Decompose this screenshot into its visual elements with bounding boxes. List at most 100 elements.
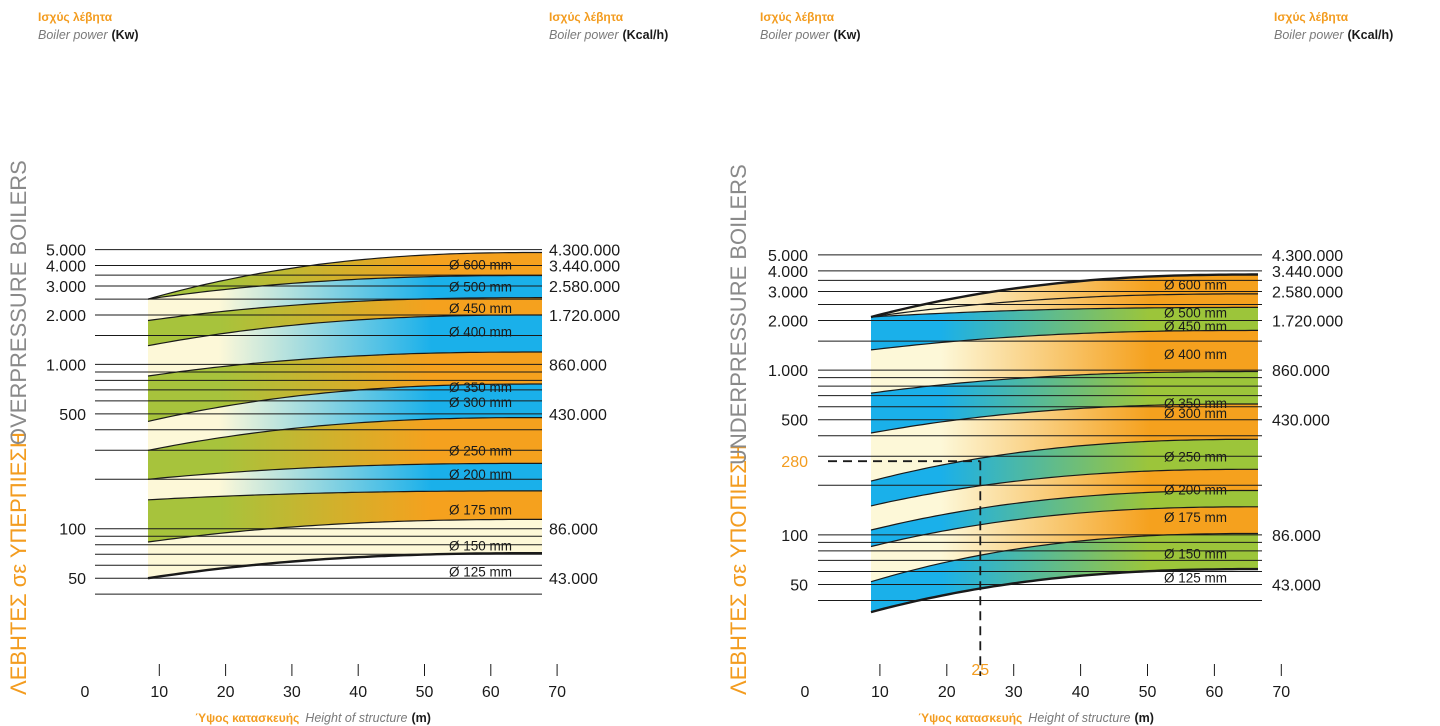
- diameter-label: Ø 400 mm: [449, 324, 512, 339]
- overpressure-x-axis: 0 10 20 30 40 50 60 70: [81, 664, 566, 701]
- boundary-curve: [870, 306, 1258, 318]
- underpressure-x-axis: 0 10 20 30 40 50 60 70: [801, 664, 1290, 701]
- kcal-tick-label: 430.000: [549, 407, 607, 424]
- band-300mm: [148, 352, 542, 422]
- kw-tick-label: 4.000: [46, 259, 86, 276]
- overpressure-curves: [147, 251, 542, 580]
- kcal-tick-label: 860.000: [1272, 363, 1330, 380]
- boundary-curve: [870, 506, 1258, 548]
- diameter-label: Ø 300 mm: [449, 395, 512, 410]
- left-axis-header-english-2: Boiler power: [760, 28, 830, 42]
- kcal-tick-label: 1.720.000: [1272, 314, 1343, 331]
- kw-tick-label: 5.000: [46, 243, 86, 260]
- x-tick-label: 40: [1072, 684, 1090, 701]
- x-tick-label: 70: [548, 684, 566, 701]
- diameter-label: Ø 350 mm: [449, 380, 512, 395]
- band-125mm: [871, 533, 1258, 613]
- right-x-axis-title-greek: Ύψος κατασκευής: [918, 711, 1022, 725]
- kw-tick-label: 4.000: [768, 264, 808, 281]
- kw-tick-label: 100: [781, 528, 808, 545]
- diameter-label: Ø 200 mm: [1164, 483, 1227, 498]
- diameter-label: Ø 200 mm: [449, 467, 512, 482]
- diameter-label: Ø 150 mm: [449, 539, 512, 554]
- right-axis-header-greek-2: Ισχύς λέβητα: [1274, 10, 1349, 24]
- kcal-tick-label: 86.000: [549, 522, 598, 539]
- boundary-curve: [870, 567, 1258, 614]
- kcal-tick-label: 2.580.000: [1272, 285, 1343, 302]
- kcal-tick-label: 860.000: [549, 357, 607, 374]
- boundary-curve: [870, 438, 1258, 482]
- boundary-curve: [870, 329, 1258, 351]
- kcal-tick-label: 430.000: [1272, 413, 1330, 430]
- kcal-tick-label: 86.000: [1272, 528, 1321, 545]
- boundary-curve: [870, 532, 1258, 583]
- band-150mm: [871, 506, 1258, 582]
- band-450mm: [871, 307, 1258, 350]
- kw-tick-label: 3.000: [46, 279, 86, 296]
- x-tick-label: 70: [1272, 684, 1290, 701]
- band-300mm: [871, 404, 1258, 482]
- left-axis-header-greek-2: Ισχύς λέβητα: [760, 10, 835, 24]
- x-tick-label: 50: [416, 684, 434, 701]
- band-600mm: [871, 274, 1258, 317]
- kcal-tick-label: 43.000: [549, 571, 598, 588]
- left-axis-header-greek: Ισχύς λέβητα: [38, 10, 113, 24]
- boundary-curve: [147, 490, 542, 501]
- kw-tick-label: 1.000: [768, 363, 808, 380]
- band-200mm: [871, 469, 1258, 530]
- diameter-label: Ø 500 mm: [449, 280, 512, 295]
- x-tick-label: 50: [1139, 684, 1157, 701]
- right-axis-header-english-2: Boiler power: [1274, 28, 1344, 42]
- diameter-label: Ø 250 mm: [1164, 449, 1227, 464]
- boundary-curve: [147, 251, 542, 300]
- band-350mm: [871, 371, 1258, 433]
- kcal-tick-label: 1.720.000: [549, 308, 620, 325]
- boundary-curve: [147, 297, 542, 322]
- boundary-curve: [147, 314, 542, 347]
- x-tick-label: 60: [482, 684, 500, 701]
- boundary-curve: [870, 273, 1258, 319]
- boundary-curve: [870, 468, 1258, 507]
- right-axis-header-english-line: Boiler power (Kcal/h): [549, 28, 668, 42]
- right-axis-header-greek: Ισχύς λέβητα: [549, 10, 624, 24]
- underpressure-side-label-english: UNDERPRESSURE BOILERS: [726, 164, 751, 465]
- diameter-label: Ø 175 mm: [449, 503, 512, 518]
- right-axis-header-unit-2: (Kcal/h): [1347, 28, 1393, 42]
- left-axis-header-unit-2: (Kw): [833, 28, 860, 42]
- diameter-label: Ø 600 mm: [1164, 278, 1227, 293]
- kw-tick-label: 2.000: [768, 314, 808, 331]
- diameter-label: Ø 125 mm: [449, 564, 512, 579]
- x-tick-label: 20: [217, 684, 235, 701]
- x-tick-label: 10: [871, 684, 889, 701]
- kcal-tick-label: 4.300.000: [1272, 248, 1343, 265]
- kcal-tick-label: 3.440.000: [1272, 264, 1343, 281]
- diameter-label: Ø 350 mm: [1164, 396, 1227, 411]
- kcal-tick-label: 3.440.000: [549, 259, 620, 276]
- right-x-axis-title-english: Height of structure: [1028, 711, 1130, 725]
- x-tick-label: 10: [150, 684, 168, 701]
- kw-tick-label: 500: [781, 413, 808, 430]
- right-axis-header-unit: (Kcal/h): [622, 28, 668, 42]
- kw-tick-label: 3.000: [768, 285, 808, 302]
- boundary-curve: [147, 552, 542, 580]
- diameter-label: Ø 600 mm: [449, 258, 512, 273]
- overpressure-side-label-english: OVERPRESSURE BOILERS: [6, 160, 31, 445]
- right-axis-header-english-line-2: Boiler power (Kcal/h): [1274, 28, 1393, 42]
- left-x-axis-title: Ύψος κατασκευής Height of structure (m): [195, 711, 431, 725]
- example-height-label: 25: [971, 662, 989, 679]
- x-tick-label: 40: [349, 684, 367, 701]
- boundary-curve: [870, 293, 1258, 318]
- left-axis-header-english-line-2: Boiler power (Kw): [760, 28, 861, 42]
- kw-tick-label: 50: [68, 571, 86, 588]
- band-350mm: [148, 315, 542, 376]
- boundary-curve: [147, 417, 542, 451]
- boundary-curve: [147, 351, 542, 377]
- x-tick-label: 0: [81, 684, 90, 701]
- left-axis-header-unit: (Kw): [111, 28, 138, 42]
- left-axis-header-english: Boiler power: [38, 28, 108, 42]
- band-125mm: [148, 519, 542, 579]
- band-500mm: [871, 293, 1258, 317]
